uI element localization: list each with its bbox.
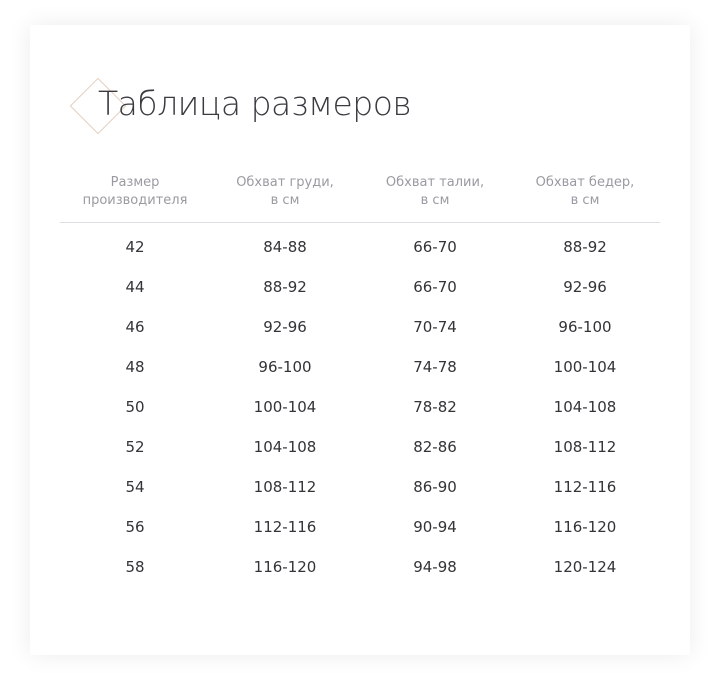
cell-size: 56 (125, 518, 145, 536)
cell-size: 42 (125, 238, 145, 256)
size-chart-card (30, 25, 690, 655)
table-row: 50 100-104 78-82 104-108 (60, 387, 660, 427)
cell-chest: 108-112 (253, 478, 317, 496)
cell-hips: 96-100 (558, 318, 612, 336)
page-title: Таблица размеров (98, 84, 412, 123)
cell-size: 54 (125, 478, 145, 496)
cell-chest: 116-120 (253, 558, 317, 576)
cell-size: 46 (125, 318, 145, 336)
table-row: 58 116-120 94-98 120-124 (60, 547, 660, 587)
header-waist: Обхват талии, в см (385, 175, 485, 208)
table-row: 56 112-116 90-94 116-120 (60, 507, 660, 547)
cell-waist: 86-90 (413, 478, 457, 496)
cell-hips: 116-120 (553, 518, 617, 536)
cell-size: 48 (125, 358, 145, 376)
cell-hips: 120-124 (553, 558, 617, 576)
table-row: 46 92-96 70-74 96-100 (60, 307, 660, 347)
cell-waist: 90-94 (413, 518, 457, 536)
table-row: 52 104-108 82-86 108-112 (60, 427, 660, 467)
cell-hips: 112-116 (553, 478, 617, 496)
header-chest: Обхват груди, в см (236, 175, 334, 208)
size-table: Размер производителя Обхват груди, в см Об… (60, 174, 660, 587)
cell-size: 52 (125, 438, 145, 456)
cell-waist: 74-78 (413, 358, 457, 376)
cell-hips: 108-112 (553, 438, 617, 456)
cell-chest: 112-116 (253, 518, 317, 536)
cell-chest: 100-104 (253, 398, 317, 416)
header-hips: Обхват бедер, в см (535, 175, 635, 208)
cell-waist: 82-86 (413, 438, 457, 456)
header-manufacturer-size: Размер производителя (82, 175, 188, 208)
table-header-row: Размер производителя Обхват груди, в см Об… (60, 174, 660, 223)
cell-hips: 100-104 (553, 358, 617, 376)
cell-hips: 92-96 (563, 278, 607, 296)
cell-chest: 92-96 (263, 318, 307, 336)
table-row: 44 88-92 66-70 92-96 (60, 267, 660, 307)
cell-size: 58 (125, 558, 145, 576)
cell-waist: 78-82 (413, 398, 457, 416)
cell-hips: 88-92 (563, 238, 607, 256)
table-row: 48 96-100 74-78 100-104 (60, 347, 660, 387)
cell-chest: 96-100 (258, 358, 312, 376)
cell-chest: 84-88 (263, 238, 307, 256)
table-row: 42 84-88 66-70 88-92 (60, 223, 660, 268)
cell-chest: 104-108 (253, 438, 317, 456)
cell-waist: 94-98 (413, 558, 457, 576)
cell-waist: 66-70 (413, 238, 457, 256)
cell-size: 44 (125, 278, 145, 296)
cell-size: 50 (125, 398, 145, 416)
cell-waist: 70-74 (413, 318, 457, 336)
cell-waist: 66-70 (413, 278, 457, 296)
table-row: 54 108-112 86-90 112-116 (60, 467, 660, 507)
cell-chest: 88-92 (263, 278, 307, 296)
cell-hips: 104-108 (553, 398, 617, 416)
